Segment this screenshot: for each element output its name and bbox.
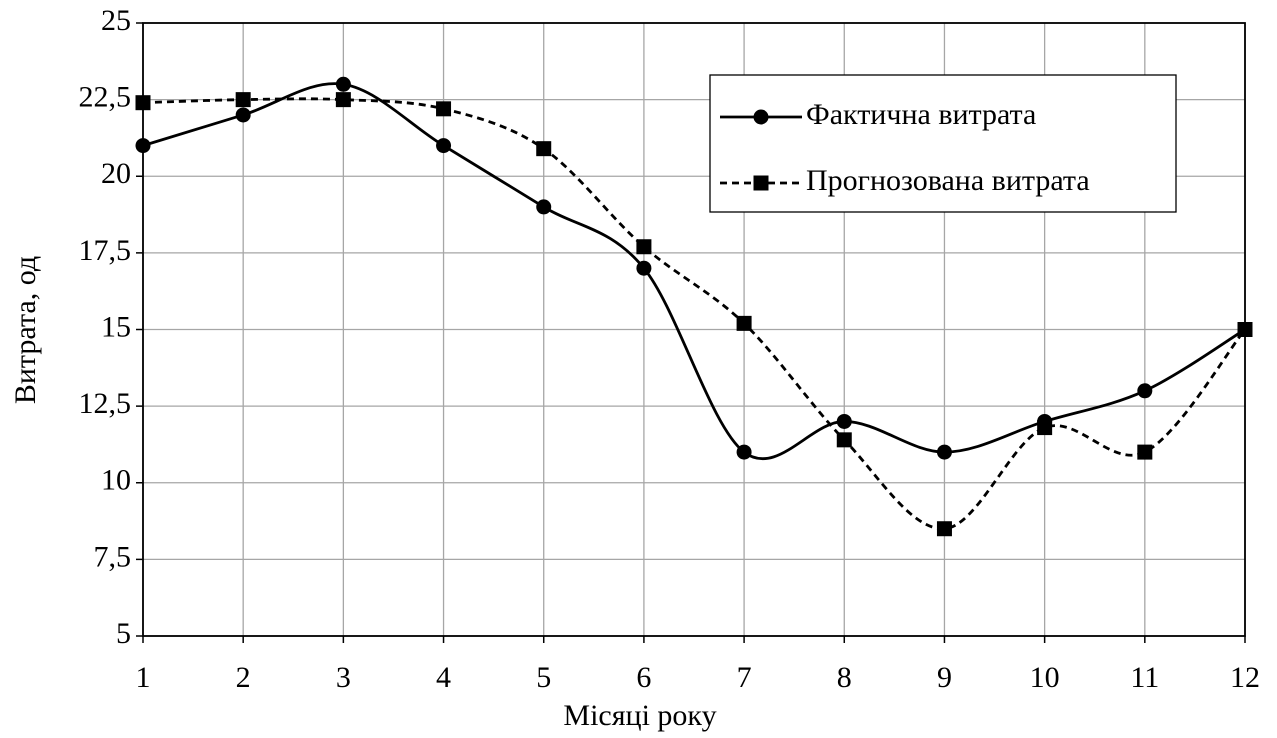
y-tick-label: 5 (116, 617, 131, 650)
marker (536, 199, 552, 215)
y-tick-label: 7,5 (94, 540, 132, 573)
series-line (142, 97, 1247, 531)
marker (736, 444, 752, 460)
legend-marker (753, 109, 769, 125)
x-tick-label: 3 (336, 661, 351, 694)
marker (936, 444, 952, 460)
marker (335, 92, 351, 108)
marker (1237, 322, 1253, 337)
x-tick-label: 9 (937, 661, 952, 694)
marker (335, 76, 351, 92)
legend-label: Прогнозована витрата (806, 164, 1090, 197)
marker (135, 138, 151, 154)
marker (1137, 383, 1153, 399)
marker (836, 432, 852, 448)
legend-label: Фактична витрата (806, 98, 1036, 131)
marker (636, 239, 652, 255)
x-tick-label: 7 (737, 661, 752, 694)
y-tick-label: 17,5 (79, 234, 132, 267)
y-tick-label: 22,5 (79, 81, 132, 114)
x-tick-label: 5 (536, 661, 551, 694)
x-tick-label: 2 (236, 661, 251, 694)
y-tick-label: 10 (101, 464, 131, 497)
x-tick-label: 6 (636, 661, 651, 694)
marker (636, 260, 652, 276)
x-tick-label: 8 (837, 661, 852, 694)
legend: Фактична витрата Прогнозована витрата (709, 74, 1177, 213)
legend-marker (753, 175, 769, 191)
marker (1037, 420, 1053, 436)
marker (235, 92, 251, 108)
x-tick-label: 4 (436, 661, 451, 694)
x-tick-label: 10 (1030, 661, 1060, 694)
x-tick-label: 12 (1230, 661, 1260, 694)
x-tick-label: 11 (1130, 661, 1159, 694)
marker (1137, 444, 1153, 460)
marker (836, 413, 852, 429)
marker (235, 107, 251, 123)
marker (436, 101, 452, 117)
x-tick-label: 1 (136, 661, 151, 694)
y-tick-label: 12,5 (79, 387, 132, 420)
marker (536, 141, 552, 157)
marker (436, 138, 452, 154)
x-axis-label: Місяці року (563, 699, 716, 732)
marker (135, 95, 151, 111)
y-tick-label: 25 (101, 4, 131, 37)
marker (936, 521, 952, 537)
marker (736, 315, 752, 331)
y-axis-label: Витрата, од (9, 256, 42, 404)
legend-box (709, 74, 1177, 213)
y-tick-label: 15 (101, 310, 131, 343)
y-tick-label: 20 (101, 157, 131, 190)
